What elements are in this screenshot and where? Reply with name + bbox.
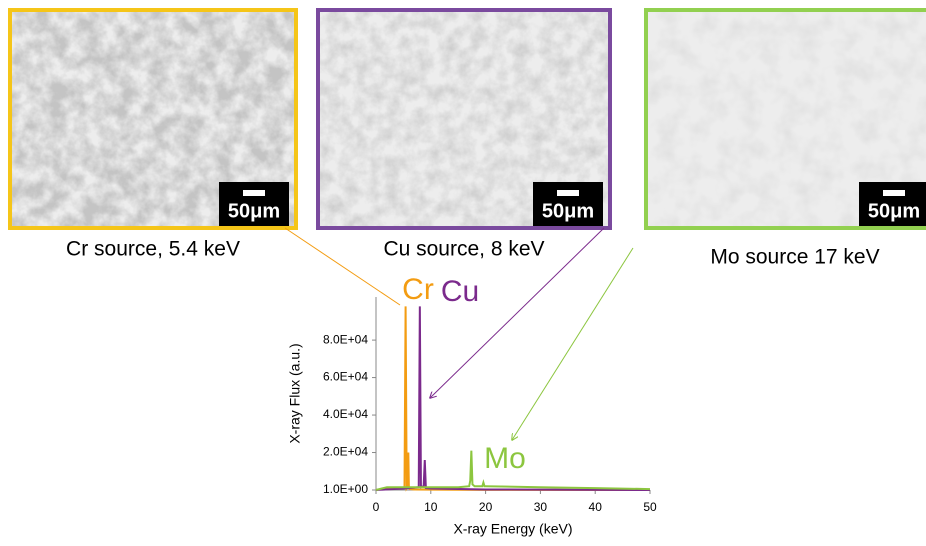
y-tick-label: 1.0E+00 xyxy=(323,482,368,496)
y-tick-label: 8.0E+04 xyxy=(323,332,368,346)
x-tick-label: 50 xyxy=(643,500,657,514)
scale-bar xyxy=(883,190,905,196)
x-tick-label: 40 xyxy=(589,500,603,514)
series-label: Cu xyxy=(441,275,479,308)
scale-label: 50μm xyxy=(228,200,280,222)
x-tick-label: 0 xyxy=(373,500,380,514)
connector xyxy=(512,248,633,440)
panel-caption: Cr source, 5.4 keV xyxy=(66,238,240,261)
y-axis-label: X-ray Flux (a.u.) xyxy=(287,343,303,443)
y-tick-label: 6.0E+04 xyxy=(323,370,368,384)
x-axis-label: X-ray Energy (keV) xyxy=(453,521,572,537)
series-label: Cr xyxy=(402,273,434,306)
panel-caption: Cu source, 8 keV xyxy=(383,238,544,261)
y-tick-label: 2.0E+04 xyxy=(323,445,368,459)
scale-label: 50μm xyxy=(542,200,594,222)
x-tick-label: 10 xyxy=(424,500,438,514)
scale-label: 50μm xyxy=(868,200,920,222)
y-tick-label: 4.0E+04 xyxy=(323,407,368,421)
scale-bar xyxy=(243,190,265,196)
x-tick-label: 30 xyxy=(534,500,548,514)
scale-bar xyxy=(557,190,579,196)
series-label: Mo xyxy=(484,442,526,475)
figure: 50μm Cr source, 5.4 keV 50μm Cu source, 8 k… xyxy=(0,0,926,541)
x-tick-label: 20 xyxy=(479,500,493,514)
panel-caption: Mo source 17 keV xyxy=(710,246,879,269)
